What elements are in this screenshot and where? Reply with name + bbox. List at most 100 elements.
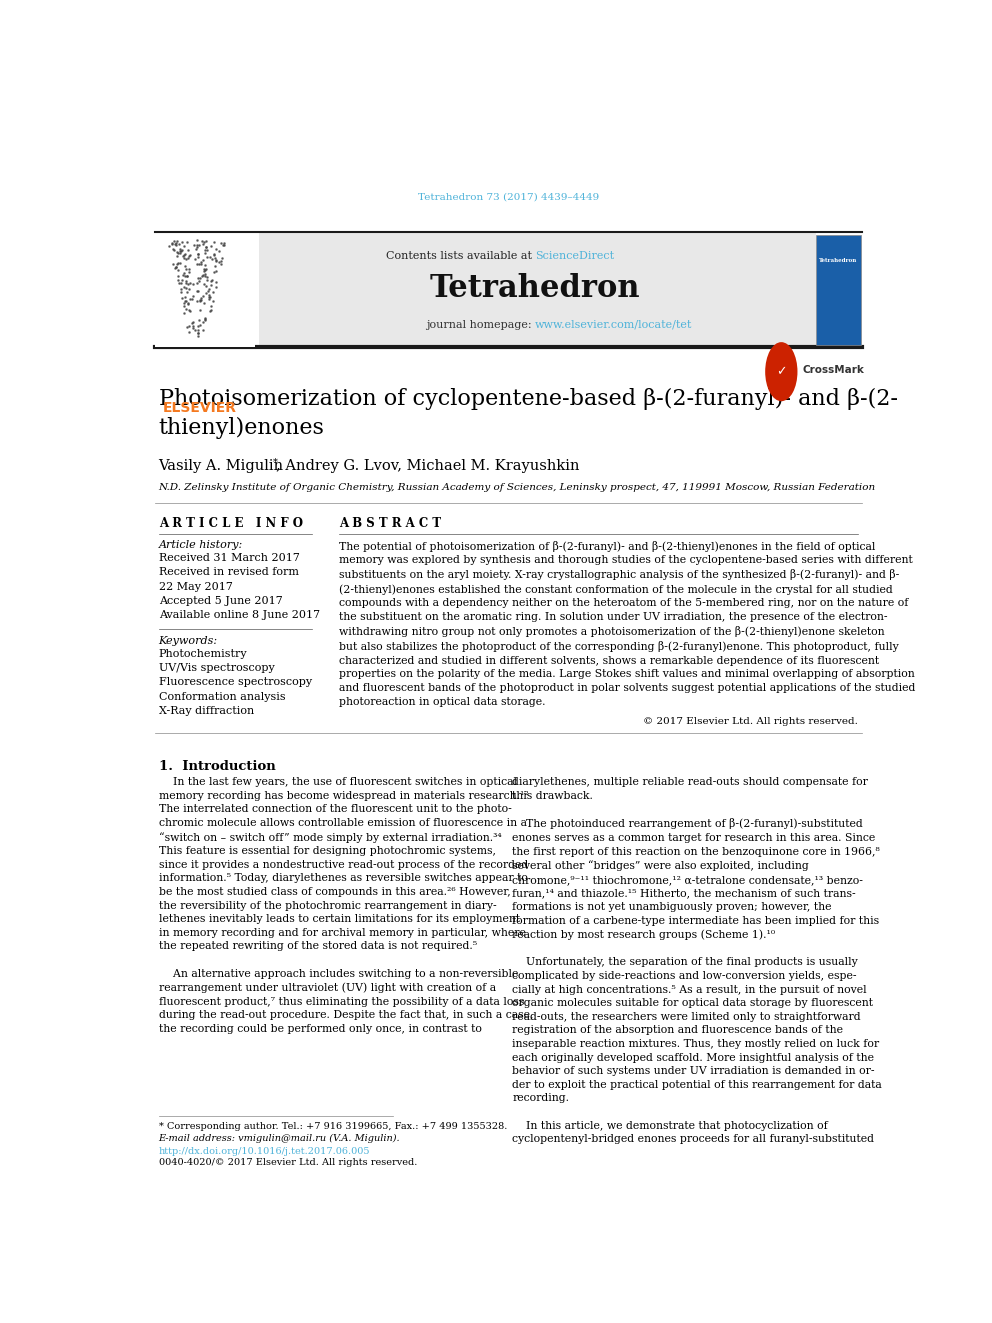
Point [205,280,221,302]
Point [177,291,192,312]
Point [186,318,201,339]
Text: Vasily A. Migulin: Vasily A. Migulin [159,459,284,474]
Point [179,258,194,279]
Point [177,262,192,283]
FancyBboxPatch shape [815,235,860,345]
Text: Contents lists available at: Contents lists available at [386,250,536,261]
Point [178,278,193,299]
Point [175,265,190,286]
Text: Received in revised form: Received in revised form [159,568,299,577]
Text: In the last few years, the use of fluorescent switches in optical
memory recordi: In the last few years, the use of fluore… [159,777,533,1033]
Point [199,239,215,261]
Text: UV/Vis spectroscopy: UV/Vis spectroscopy [159,663,275,673]
Text: , Andrey G. Lvov, Michael M. Krayushkin: , Andrey G. Lvov, Michael M. Krayushkin [276,459,579,474]
Ellipse shape [765,343,798,401]
Text: X-Ray diffraction: X-Ray diffraction [159,705,254,716]
Point [177,295,192,316]
Point [206,255,222,277]
Point [188,273,204,294]
Point [198,237,214,258]
Point [198,283,214,304]
Point [190,321,206,343]
Point [174,241,189,262]
Point [178,273,193,294]
Point [197,239,213,261]
Point [216,234,232,255]
Point [205,262,221,283]
Point [215,234,231,255]
Point [186,234,202,255]
Point [167,239,183,261]
Point [177,277,192,298]
Point [181,292,196,314]
Point [176,247,191,269]
Point [178,243,193,265]
Text: © 2017 Elsevier Ltd. All rights reserved.: © 2017 Elsevier Ltd. All rights reserved… [644,717,858,726]
Point [201,286,217,307]
Point [194,233,210,254]
Point [191,254,207,275]
Text: A R T I C L E   I N F O: A R T I C L E I N F O [159,517,303,531]
Point [174,239,189,261]
Point [189,243,205,265]
Point [195,292,211,314]
Point [190,325,206,347]
Point [190,280,206,302]
Text: 0040-4020/© 2017 Elsevier Ltd. All rights reserved.: 0040-4020/© 2017 Elsevier Ltd. All right… [159,1158,417,1167]
Point [194,286,210,307]
Point [202,287,218,308]
Point [195,265,211,286]
Point [189,315,205,336]
Point [196,259,212,280]
Text: diarylethenes, multiple reliable read-outs should compensate for
this drawback.
: diarylethenes, multiple reliable read-ou… [512,777,882,1144]
Text: * Corresponding author. Tel.: +7 916 3199665, Fax.: +7 499 1355328.: * Corresponding author. Tel.: +7 916 319… [159,1122,507,1131]
Point [201,247,217,269]
Point [208,250,224,271]
Point [197,310,213,331]
Point [195,261,211,282]
Text: Tetrahedron: Tetrahedron [819,258,857,263]
Text: www.elsevier.com/locate/tet: www.elsevier.com/locate/tet [536,320,692,329]
Point [192,290,208,311]
Point [181,274,196,295]
Point [165,254,181,275]
Point [175,288,190,310]
Point [170,259,186,280]
Point [190,267,206,288]
Point [178,265,193,286]
Point [197,308,213,329]
Point [177,302,192,323]
Point [213,247,229,269]
Text: The potential of photoisomerization of β-(2-furanyl)- and β-(2-thienyl)enones in: The potential of photoisomerization of β… [339,541,916,706]
Point [198,232,214,253]
Point [204,247,220,269]
Text: 1.  Introduction: 1. Introduction [159,759,276,773]
Point [200,280,216,302]
Point [192,287,208,308]
Point [192,267,208,288]
Point [185,284,200,306]
Text: Accepted 5 June 2017: Accepted 5 June 2017 [159,595,283,606]
Point [182,279,197,300]
Point [183,300,198,321]
Point [171,270,186,291]
Point [188,238,204,259]
Point [204,270,220,291]
Point [205,245,221,266]
Point [175,245,190,266]
Text: journal homepage:: journal homepage: [427,320,536,329]
Point [168,232,184,253]
Text: Received 31 March 2017: Received 31 March 2017 [159,553,300,564]
Point [179,266,194,287]
Point [195,250,211,271]
Text: E-mail address: vmigulin@mail.ru (V.A. Migulin).: E-mail address: vmigulin@mail.ru (V.A. M… [159,1134,400,1143]
Point [173,273,188,294]
Point [190,243,206,265]
Point [182,262,197,283]
Point [180,266,195,287]
Point [164,233,180,254]
Point [166,230,182,251]
Point [184,288,199,310]
Text: *: * [273,458,277,466]
Point [196,274,212,295]
